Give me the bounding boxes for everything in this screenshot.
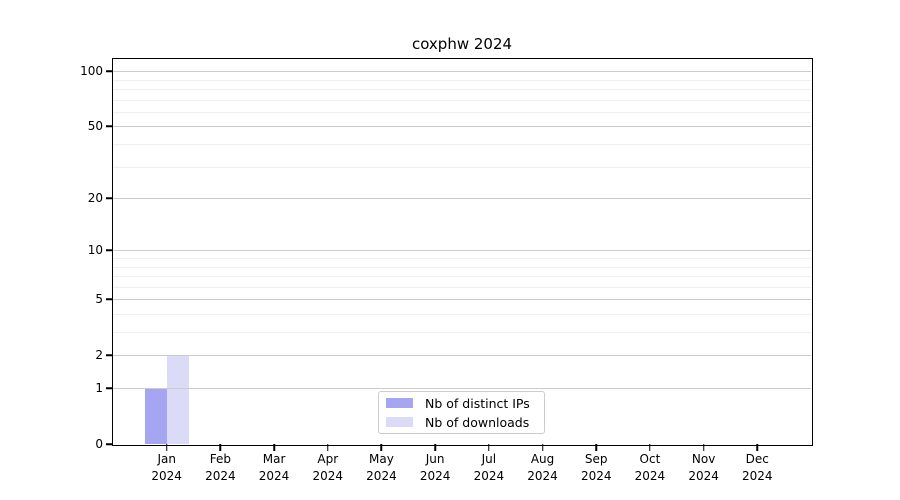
y-tick-label: 2 [95, 348, 103, 363]
x-tick-year: 2024 [205, 468, 236, 483]
distinct-ips-swatch-icon [386, 398, 413, 408]
x-tick-year: 2024 [742, 468, 773, 483]
y-gridline-minor [113, 79, 811, 81]
x-tick-label: Apr 2024 [296, 451, 360, 485]
x-axis-tick [541, 444, 544, 451]
x-axis-tick [702, 444, 705, 451]
y-axis-tick [106, 354, 113, 356]
x-tick-year: 2024 [688, 468, 719, 483]
x-tick-label: Jun 2024 [403, 451, 467, 485]
y-tick-label: 20 [87, 191, 103, 206]
chart-title: coxphw 2024 [411, 35, 513, 53]
y-gridline-minor [113, 89, 811, 91]
y-axis-tick [106, 197, 113, 199]
x-axis-tick [649, 444, 651, 451]
y-tick-label: 0 [95, 437, 103, 451]
x-axis-tick [756, 444, 759, 451]
y-axis-tick [106, 298, 113, 301]
y-gridline-minor [113, 144, 811, 146]
y-tick-label: 10 [87, 243, 103, 258]
y-gridline-minor [113, 258, 811, 259]
x-tick-label: Dec 2024 [725, 451, 789, 485]
x-tick-label: May 2024 [349, 451, 413, 485]
x-tick-month: Jan [157, 452, 176, 466]
downloads-swatch-icon [386, 417, 413, 427]
y-gridline-minor [113, 99, 811, 101]
bar-downloads-jan [166, 355, 189, 444]
y-axis-tick [106, 125, 113, 128]
legend-label-distinct-ips: Nb of distinct IPs [425, 395, 530, 411]
y-gridline-major [113, 299, 811, 301]
y-gridline-major [113, 198, 811, 200]
y-axis-tick [106, 249, 113, 252]
x-tick-month: Jun [425, 452, 445, 466]
x-tick-label: Mar 2024 [242, 451, 306, 485]
y-gridline-minor [113, 332, 811, 334]
legend-label-downloads: Nb of downloads [425, 414, 530, 430]
x-tick-month: May [369, 452, 394, 466]
x-axis-tick [380, 444, 383, 451]
legend-row-downloads: Nb of downloads [386, 415, 536, 430]
x-tick-label: Sep 2024 [564, 451, 628, 485]
legend: Nb of distinct IPs Nb of downloads [378, 391, 545, 434]
y-tick-label: 5 [95, 292, 103, 307]
x-tick-label: Jul 2024 [457, 451, 521, 485]
x-tick-year: 2024 [312, 468, 344, 483]
legend-row-distinct-ips: Nb of distinct IPs [386, 396, 536, 411]
y-gridline-major [113, 355, 811, 357]
y-gridline-major [113, 71, 811, 73]
y-gridline-minor [113, 276, 811, 278]
x-tick-label: Jan 2024 [135, 451, 199, 485]
x-axis-tick [595, 444, 597, 451]
bar-distinct-ips-jan [144, 388, 167, 444]
y-tick-label: 1 [95, 381, 103, 395]
x-tick-year: 2024 [419, 468, 451, 483]
x-tick-label: Aug 2024 [511, 451, 575, 485]
y-axis-tick [106, 70, 113, 72]
x-tick-month: Feb [209, 452, 231, 466]
x-tick-label: Oct 2024 [618, 451, 682, 485]
x-tick-label: Nov 2024 [672, 451, 736, 485]
x-axis-tick [273, 444, 275, 451]
x-tick-year: 2024 [258, 468, 290, 483]
x-tick-year: 2024 [473, 468, 505, 483]
x-tick-year: 2024 [634, 468, 666, 483]
x-tick-label: Feb 2024 [188, 451, 252, 485]
y-gridline-major [113, 388, 811, 389]
x-tick-month: Aug [530, 452, 555, 466]
x-tick-month: Oct [639, 452, 661, 466]
x-tick-year: 2024 [366, 468, 397, 483]
y-gridline-major [113, 126, 811, 128]
y-gridline-minor [113, 314, 811, 315]
x-tick-month: Sep [584, 452, 608, 466]
x-tick-year: 2024 [527, 468, 558, 483]
x-tick-year: 2024 [151, 468, 182, 483]
y-gridline-minor [113, 111, 811, 113]
y-gridline-minor [113, 286, 811, 288]
x-tick-month: Apr [317, 452, 339, 466]
x-axis-tick [165, 444, 168, 451]
x-axis-tick [488, 444, 490, 451]
y-axis-tick [106, 387, 113, 389]
x-tick-month: Jul [481, 452, 497, 466]
y-tick-label: 100 [80, 64, 103, 79]
x-tick-month: Nov [691, 452, 716, 466]
y-tick-label: 50 [87, 119, 103, 134]
x-tick-year: 2024 [580, 468, 612, 483]
x-axis-tick [219, 444, 222, 451]
y-gridline-minor [113, 266, 811, 268]
x-axis-tick [327, 444, 329, 451]
x-tick-month: Dec [745, 452, 769, 466]
x-tick-month: Mar [262, 452, 286, 466]
plot-area [113, 59, 811, 444]
x-axis-tick [434, 444, 436, 451]
y-gridline-minor [113, 166, 811, 168]
y-axis-tick [106, 443, 113, 445]
y-gridline-major [113, 250, 811, 252]
